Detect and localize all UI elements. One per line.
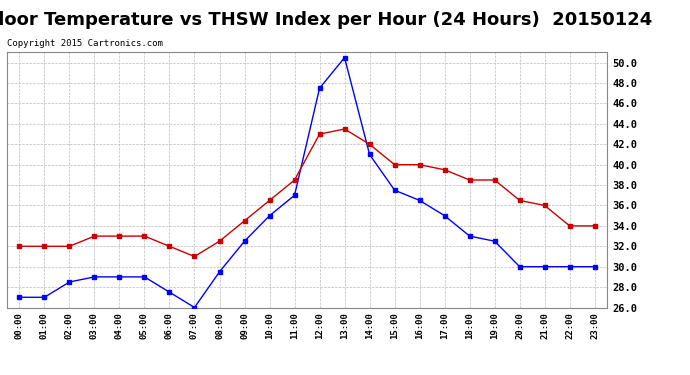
Text: Copyright 2015 Cartronics.com: Copyright 2015 Cartronics.com [7,39,163,48]
Text: Outdoor Temperature vs THSW Index per Hour (24 Hours)  20150124: Outdoor Temperature vs THSW Index per Ho… [0,11,652,29]
